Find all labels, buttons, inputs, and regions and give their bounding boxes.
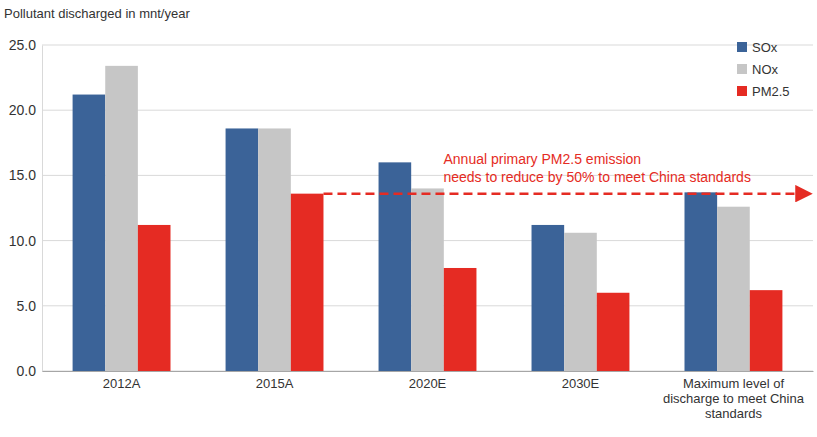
y-axis-line	[42, 46, 43, 372]
y-tick: 25.0	[9, 37, 42, 53]
x-tick-label: 2020E	[409, 376, 447, 391]
x-tick: Maximum level ofdischarge to meet Chinas…	[663, 376, 805, 421]
y-axis-title: Pollutant discharged in mnt/year	[4, 6, 190, 21]
series	[73, 95, 718, 371]
x-tick-label: Maximum level ofdischarge to meet Chinas…	[663, 376, 805, 421]
legend-label: NOx	[752, 62, 779, 77]
bar	[258, 128, 291, 371]
x-tick-label-line: Maximum level of	[683, 376, 785, 391]
bar	[750, 290, 783, 371]
legend-item: SOx	[737, 40, 778, 55]
y-tick-label: 25.0	[9, 37, 36, 53]
annotation-text: Annual primary PM2.5 emission	[443, 151, 641, 167]
legend-label: SOx	[752, 40, 778, 55]
y-tick-label: 10.0	[9, 233, 36, 249]
grid-line	[42, 45, 813, 46]
bars	[73, 66, 783, 371]
legend-item: PM2.5	[737, 84, 790, 99]
plot: 0.0 5.0 10.0 15.0 20.0 25.0 2012A 2015A 2020E 203…	[9, 37, 814, 421]
y-tick: 5.0	[17, 298, 42, 314]
legend-swatch	[737, 64, 747, 74]
y-tick: 20.0	[9, 102, 42, 118]
x-tick: 2030E	[562, 376, 600, 391]
y-tick: 0.0	[17, 363, 42, 379]
bar	[597, 293, 630, 371]
x-tick: 2015A	[256, 376, 294, 391]
series	[105, 66, 750, 371]
bar	[411, 188, 444, 371]
bar	[532, 225, 565, 371]
annotation: Annual primary PM2.5 emission needs to re…	[443, 151, 750, 185]
bar	[73, 95, 106, 371]
bar	[444, 268, 477, 371]
bar	[685, 192, 718, 371]
legend-item: NOx	[737, 62, 779, 77]
x-tick-label: 2015A	[256, 376, 294, 391]
annotation-text: needs to reduce by 50% to meet China sta…	[443, 169, 750, 185]
y-tick: 10.0	[9, 233, 42, 249]
x-tick-label-line: standards	[705, 406, 763, 421]
legend: SOx NOx PM2.5	[737, 40, 790, 99]
x-tick-label: 2030E	[562, 376, 600, 391]
y-tick-label: 0.0	[17, 363, 37, 379]
bar	[138, 225, 171, 371]
y-axis: 0.0 5.0 10.0 15.0 20.0 25.0	[9, 37, 43, 379]
bar	[717, 207, 750, 371]
series	[138, 194, 783, 371]
y-tick-label: 15.0	[9, 167, 36, 183]
x-axis: 2012A 2015A 2020E 2030E Maximum level ofdisc…	[43, 372, 814, 422]
legend-swatch	[737, 86, 747, 96]
chart: 0.0 5.0 10.0 15.0 20.0 25.0 2012A 2015A 2020E 203…	[0, 0, 817, 437]
x-tick-label-line: discharge to meet China	[663, 391, 805, 406]
grid-line	[42, 110, 813, 111]
x-tick: 2012A	[103, 376, 141, 391]
annotation-arrow	[323, 192, 811, 195]
x-tick: 2020E	[409, 376, 447, 391]
legend-label: PM2.5	[752, 84, 790, 99]
x-tick-label: 2012A	[103, 376, 141, 391]
legend-swatch	[737, 42, 747, 52]
bar	[226, 128, 259, 371]
grid	[42, 45, 813, 371]
x-axis-line	[43, 371, 814, 372]
bar	[291, 194, 324, 371]
bar	[105, 66, 138, 371]
y-tick: 15.0	[9, 167, 42, 183]
y-tick-label: 5.0	[17, 298, 37, 314]
bar	[564, 233, 597, 371]
y-tick-label: 20.0	[9, 102, 36, 118]
